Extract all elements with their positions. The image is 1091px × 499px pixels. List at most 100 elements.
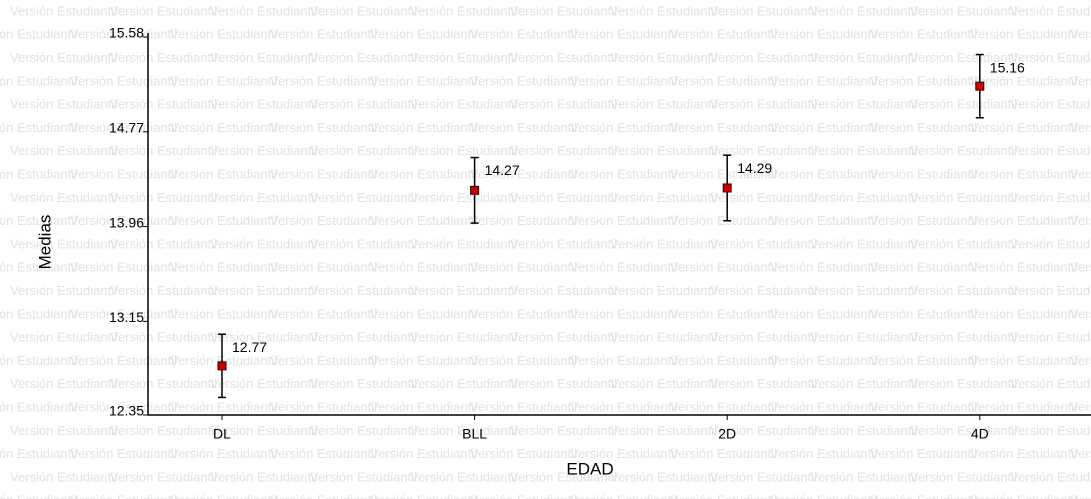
watermark-text: Versión Estudiantil bbox=[770, 493, 877, 499]
watermark-text: Versión Estudiantil bbox=[610, 97, 717, 112]
watermark-text: Versión Estudiantil bbox=[370, 120, 477, 135]
watermark-text: Versión Estudiantil bbox=[970, 27, 1077, 42]
watermark-text: Versión Estudiantil bbox=[670, 167, 777, 182]
watermark-text: Versión Estudiantil bbox=[10, 330, 117, 345]
watermark-text: Versión Estudiantil bbox=[10, 236, 117, 251]
watermark-text: Versión Estudiantil bbox=[810, 143, 917, 158]
watermark-text: Versión Estudiantil bbox=[670, 73, 777, 88]
watermark-text: Versión Estudiantil bbox=[970, 353, 1077, 368]
watermark-text: Versión Estudiantil bbox=[410, 190, 517, 205]
watermark-text: Versión Estudiantil bbox=[370, 446, 477, 461]
watermark-text: Versión Estudiantil bbox=[870, 27, 977, 42]
watermark-text: Versión Estudiantil bbox=[710, 97, 817, 112]
watermark-text: Versión Estudiantil bbox=[510, 143, 617, 158]
watermark-text: Versión Estudiantil bbox=[710, 3, 817, 18]
watermark-text: Versión Estudiantil bbox=[870, 260, 977, 275]
watermark-text: Versión Estudiantil bbox=[1010, 330, 1091, 345]
watermark-text: Versión Estudiantil bbox=[570, 446, 677, 461]
watermark-text: Versión Estudiantil bbox=[410, 469, 517, 484]
watermark-text: Versión Estudiantil bbox=[970, 306, 1077, 321]
watermark-text: Versión Estudiantil bbox=[670, 306, 777, 321]
watermark-text: Versión Estudiantil bbox=[0, 353, 77, 368]
watermark-layer: Versión Estudiantil Versión Estudiantil Ve… bbox=[0, 3, 1091, 499]
watermark-text: Versión Estudiantil bbox=[210, 330, 317, 345]
watermark-text: Versión Estudiantil bbox=[270, 167, 377, 182]
watermark-text: Versión Estudiantil bbox=[510, 97, 617, 112]
data-label: 12.77 bbox=[232, 339, 267, 355]
watermark-text: Versión Estudiantil bbox=[910, 376, 1017, 391]
watermark-text: Versión Estudiantil bbox=[470, 353, 577, 368]
watermark-text: Versión Estudiantil bbox=[670, 260, 777, 275]
watermark-text: Versión Estudiantil bbox=[570, 213, 677, 228]
watermark-text: Versión Estudiantil bbox=[470, 260, 577, 275]
watermark-text: Versión Estudiantil bbox=[570, 73, 677, 88]
watermark-text: Versión Estudiantil bbox=[870, 73, 977, 88]
watermark-text: Versión Estudiantil bbox=[270, 446, 377, 461]
watermark-text: Versión Estudiantil bbox=[610, 236, 717, 251]
watermark-text: Versión Estudiantil bbox=[610, 469, 717, 484]
watermark-text: Versión Estudiantil bbox=[510, 190, 617, 205]
watermark-text: Versión Estudiantil bbox=[110, 469, 217, 484]
watermark-text: Versión Estudiantil bbox=[810, 330, 917, 345]
watermark-text: Versión Estudiantil bbox=[610, 143, 717, 158]
watermark-text: Versión Estudiantil bbox=[770, 353, 877, 368]
watermark-text: Versión Estudiantil bbox=[710, 283, 817, 298]
watermark-text: Versión Estudiantil bbox=[810, 283, 917, 298]
watermark-text: Versión Estudiantil bbox=[1010, 97, 1091, 112]
watermark-text: Versión Estudiantil bbox=[770, 306, 877, 321]
watermark-text: Versión Estudiantil bbox=[510, 469, 617, 484]
y-tick-label: 12.35 bbox=[109, 403, 144, 419]
y-tick-label: 14.77 bbox=[109, 119, 144, 135]
data-label: 14.29 bbox=[737, 160, 772, 176]
watermark-text: Versión Estudiantil bbox=[0, 446, 77, 461]
watermark-text: Versión Estudiantil bbox=[770, 73, 877, 88]
watermark-text: Versión Estudiantil bbox=[170, 120, 277, 135]
watermark-text: Versión Estudiantil bbox=[1010, 283, 1091, 298]
watermark-text: Versión Estudiantil bbox=[410, 143, 517, 158]
watermark-text: Versión Estudiantil bbox=[0, 167, 77, 182]
watermark-text: Versión Estudiantil bbox=[170, 306, 277, 321]
watermark-text: Versión Estudiantil bbox=[0, 260, 77, 275]
watermark-text: Versión Estudiantil bbox=[0, 27, 77, 42]
watermark-text: Versión Estudiantil bbox=[410, 97, 517, 112]
watermark-text: Versión Estudiantil bbox=[270, 400, 377, 415]
watermark-text: Versión Estudiantil bbox=[0, 73, 77, 88]
watermark-text: Versión Estudiantil bbox=[710, 50, 817, 65]
watermark-text: Versión Estudiantil bbox=[270, 120, 377, 135]
watermark-text: Versión Estudiantil bbox=[770, 400, 877, 415]
watermark-text: Versión Estudiantil bbox=[310, 423, 417, 438]
watermark-text: Versión Estudiantil bbox=[70, 493, 177, 499]
watermark-text: Versión Estudiantil bbox=[1010, 423, 1091, 438]
watermark-text: Versión Estudiantil bbox=[270, 306, 377, 321]
watermark-text: Versión Estudiantil bbox=[170, 73, 277, 88]
mean-marker bbox=[470, 185, 480, 195]
watermark-text: Versión Estudiantil bbox=[70, 400, 177, 415]
watermark-text: Versión Estudiantil bbox=[210, 97, 317, 112]
watermark-text: Versión Estudiantil bbox=[110, 190, 217, 205]
watermark-text: Versión Estudiantil bbox=[310, 376, 417, 391]
watermark-text: Versión Estudiantil bbox=[70, 167, 177, 182]
watermark-text: Versión Estudiantil bbox=[310, 330, 417, 345]
watermark-text: Versión Estudiantil bbox=[470, 493, 577, 499]
watermark-text: Versión Estudiantil bbox=[670, 27, 777, 42]
x-axis-label: EDAD bbox=[566, 459, 613, 478]
watermark-text: Versión Estudiantil bbox=[1010, 3, 1091, 18]
watermark-text: Versión Estudiantil bbox=[0, 306, 77, 321]
watermark-text: Versión Estudiantil bbox=[1010, 236, 1091, 251]
watermark-text: Versión Estudiantil bbox=[410, 236, 517, 251]
watermark-text: Versión Estudiantil bbox=[910, 50, 1017, 65]
watermark-text: Versión Estudiantil bbox=[310, 97, 417, 112]
watermark-text: Versión Estudiantil bbox=[710, 190, 817, 205]
watermark-text: Versión Estudiantil bbox=[570, 493, 677, 499]
watermark-text: Versión Estudiantil bbox=[610, 50, 717, 65]
watermark-text: Versión Estudiantil bbox=[910, 469, 1017, 484]
watermark-text: Versión Estudiantil bbox=[1010, 50, 1091, 65]
watermark-text: Versión Estudiantil bbox=[510, 423, 617, 438]
watermark-text: Versión Estudiantil bbox=[810, 469, 917, 484]
watermark-text: Versión Estudiantil bbox=[410, 50, 517, 65]
watermark-text: Versión Estudiantil bbox=[10, 376, 117, 391]
watermark-text: Versión Estudiantil bbox=[610, 283, 717, 298]
watermark-text: Versión Estudiantil bbox=[910, 97, 1017, 112]
watermark-text: Versión Estudiantil bbox=[870, 306, 977, 321]
watermark-text: Versión Estudiantil bbox=[1070, 260, 1091, 275]
